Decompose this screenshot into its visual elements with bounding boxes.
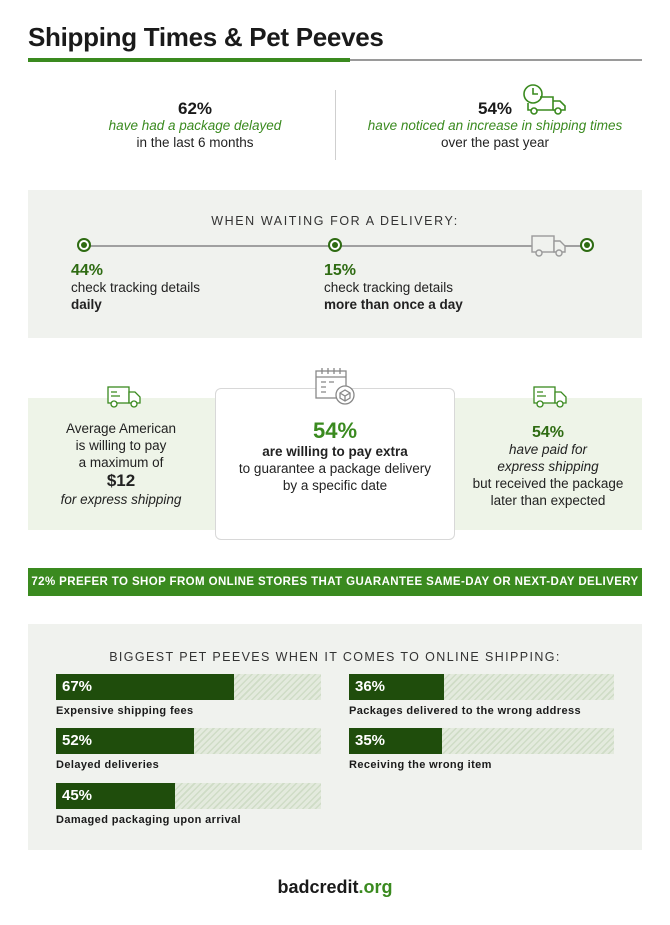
bar-track: 36% [349,674,614,700]
title-underline [350,59,642,61]
stat-text: check tracking details [324,280,454,295]
truck-icon [531,235,566,257]
guarantee-banner: 72% PREFER TO SHOP FROM ONLINE STORES TH… [28,568,642,596]
bar-track: 35% [349,728,614,754]
stat-text: express shipping [497,459,599,474]
bar-fill: 36% [349,674,445,700]
calendar-box-icon [315,368,355,405]
express-max-pay: Average American is willing to pay a max… [38,420,204,508]
stat-text: Average American [65,421,177,436]
peeve-label: Delayed deliveries [56,759,160,771]
divider [335,90,336,160]
stat-emphasis: are willing to pay extra [262,444,408,459]
logo-tld: .org [358,877,393,897]
stat-text: check tracking details [71,280,201,295]
truck-clock-icon [523,84,566,115]
peeve-item: 52% Delayed deliveries [56,728,321,771]
bar-track: 52% [56,728,321,754]
timeline-dot [77,238,91,252]
stat-emphasis: daily [71,297,102,312]
stat-text: a maximum of [78,455,164,470]
logo: badcredit.org [0,877,670,898]
peeve-label: Packages delivered to the wrong address [349,705,582,717]
stat-text: over the past year [440,135,550,150]
stat-text: later than expected [490,493,606,508]
stat-highlight: have noticed an increase in shipping tim… [367,118,623,133]
peeve-item: 67% Expensive shipping fees [56,674,321,717]
bar-fill: 35% [349,728,442,754]
peeve-label: Damaged packaging upon arrival [56,814,241,826]
stat-shipping-times: 54% have noticed an increase in shipping… [350,100,640,151]
page-title: Shipping Times & Pet Peeves [28,22,384,52]
truck-icon [533,386,567,408]
stat-value: 54% [312,418,358,443]
stat-text: to guarantee a package delivery [238,461,432,476]
timeline-dot [328,238,342,252]
bar-track: 45% [56,783,321,809]
timeline-dot [580,238,594,252]
stat-amount: $12 [106,471,136,490]
stat-text: is willing to pay [75,438,167,453]
waiting-stat-daily: 44% check tracking details daily [71,262,301,313]
bar-fill: 45% [56,783,176,809]
truck-icon [107,386,141,408]
peeve-item: 36% Packages delivered to the wrong addr… [349,674,614,717]
bar-fill: 52% [56,728,194,754]
waiting-panel [28,190,642,338]
stat-value: 54% [531,424,565,441]
peeves-heading: BIGGEST PET PEEVES WHEN IT COMES TO ONLI… [109,650,561,664]
stat-emphasis: more than once a day [324,297,463,312]
bar-fill: 67% [56,674,234,700]
stat-value: 15% [324,262,357,279]
peeve-item: 45% Damaged packaging upon arrival [56,783,321,826]
peeve-label: Receiving the wrong item [349,759,492,771]
stat-text: by a specific date [282,478,388,493]
express-paid-late: 54% have paid for express shipping but r… [462,424,634,509]
stat-text: for express shipping [60,492,182,507]
express-pay-extra: 54% are willing to pay extra to guarante… [220,418,450,494]
peeve-label: Expensive shipping fees [56,705,194,717]
stat-value: 54% [477,99,513,118]
peeve-item: 35% Receiving the wrong item [349,728,614,771]
stat-text: in the last 6 months [136,135,254,150]
title-underline-accent [28,58,350,62]
waiting-heading: WHEN WAITING FOR A DELIVERY: [211,214,459,228]
stat-text: have paid for [508,442,588,457]
stat-highlight: have had a package delayed [108,118,282,133]
waiting-stat-multiple: 15% check tracking details more than onc… [324,262,564,313]
stat-value: 62% [177,99,213,118]
bar-track: 67% [56,674,321,700]
stat-delayed: 62% have had a package delayed in the la… [90,100,300,151]
stat-value: 44% [71,262,104,279]
logo-main: badcredit [277,877,359,897]
stat-text: but received the package [472,476,624,491]
